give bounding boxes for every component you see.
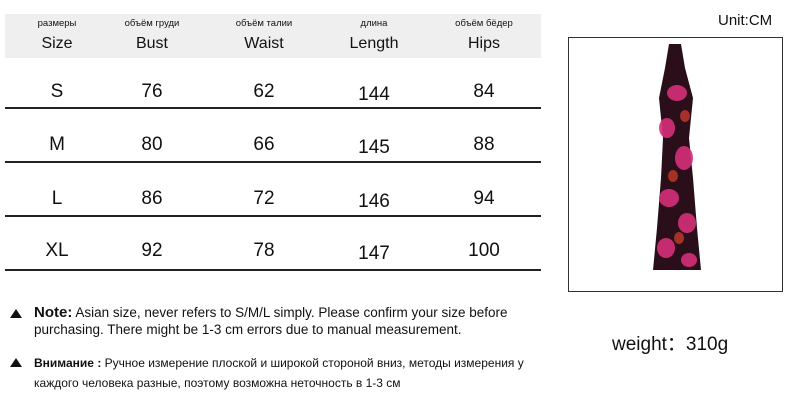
header-ru: объём талии (235, 18, 293, 29)
table-cell: S (50, 81, 64, 102)
triangle-icon (10, 358, 22, 367)
table-cell: 145 (358, 137, 390, 158)
table-cell: 76 (141, 81, 163, 102)
header-en: Waist (244, 35, 284, 52)
table-cell: 86 (141, 188, 163, 209)
row-divider (5, 107, 541, 109)
table-header (5, 14, 541, 58)
header-en: Bust (135, 35, 168, 52)
product-image (568, 37, 783, 292)
table-cell: 80 (141, 134, 163, 155)
table-cell: 144 (358, 84, 390, 105)
table-cell: 78 (253, 240, 275, 261)
row-divider (5, 269, 541, 271)
header-ru: размеры (37, 18, 77, 29)
triangle-icon (10, 309, 22, 318)
weight-label: weight：310g (612, 334, 729, 355)
header-en: Length (349, 35, 399, 52)
note-ru-label: Внимание : (34, 356, 102, 370)
table-cell: 88 (473, 134, 495, 155)
table-cell: L (51, 188, 63, 209)
table-cell: 100 (468, 240, 500, 261)
table-cell: 72 (253, 188, 275, 209)
header-en: Size (41, 35, 73, 52)
table-cell: 84 (473, 81, 495, 102)
table-cell: 92 (141, 240, 163, 261)
note-label: Note: (34, 304, 73, 321)
header-ru: объём груди (124, 18, 180, 29)
note-ru: Внимание : Ручное измерение плоской и ши… (34, 353, 549, 393)
table-cell: 66 (253, 134, 275, 155)
row-divider (5, 215, 541, 217)
note-ru-text: Ручное измерение плоской и широкой сторо… (34, 356, 524, 390)
table-cell: 147 (358, 243, 390, 264)
note-text: Asian size, never refers to S/M/L simply… (34, 305, 508, 337)
unit-label: Unit:CM (718, 12, 773, 29)
header-en: Hips (467, 35, 500, 52)
table-cell: XL (45, 240, 69, 261)
header-ru: длина (360, 18, 388, 29)
table-cell: 146 (358, 191, 390, 212)
dress-image (653, 44, 701, 270)
note-en: Note: Asian size, never refers to S/M/L … (34, 304, 549, 338)
table-cell: M (49, 134, 65, 155)
table-cell: 94 (473, 188, 495, 209)
header-ru: объём бёдер (455, 18, 513, 29)
table-cell: 62 (253, 81, 275, 102)
row-divider (5, 161, 541, 163)
